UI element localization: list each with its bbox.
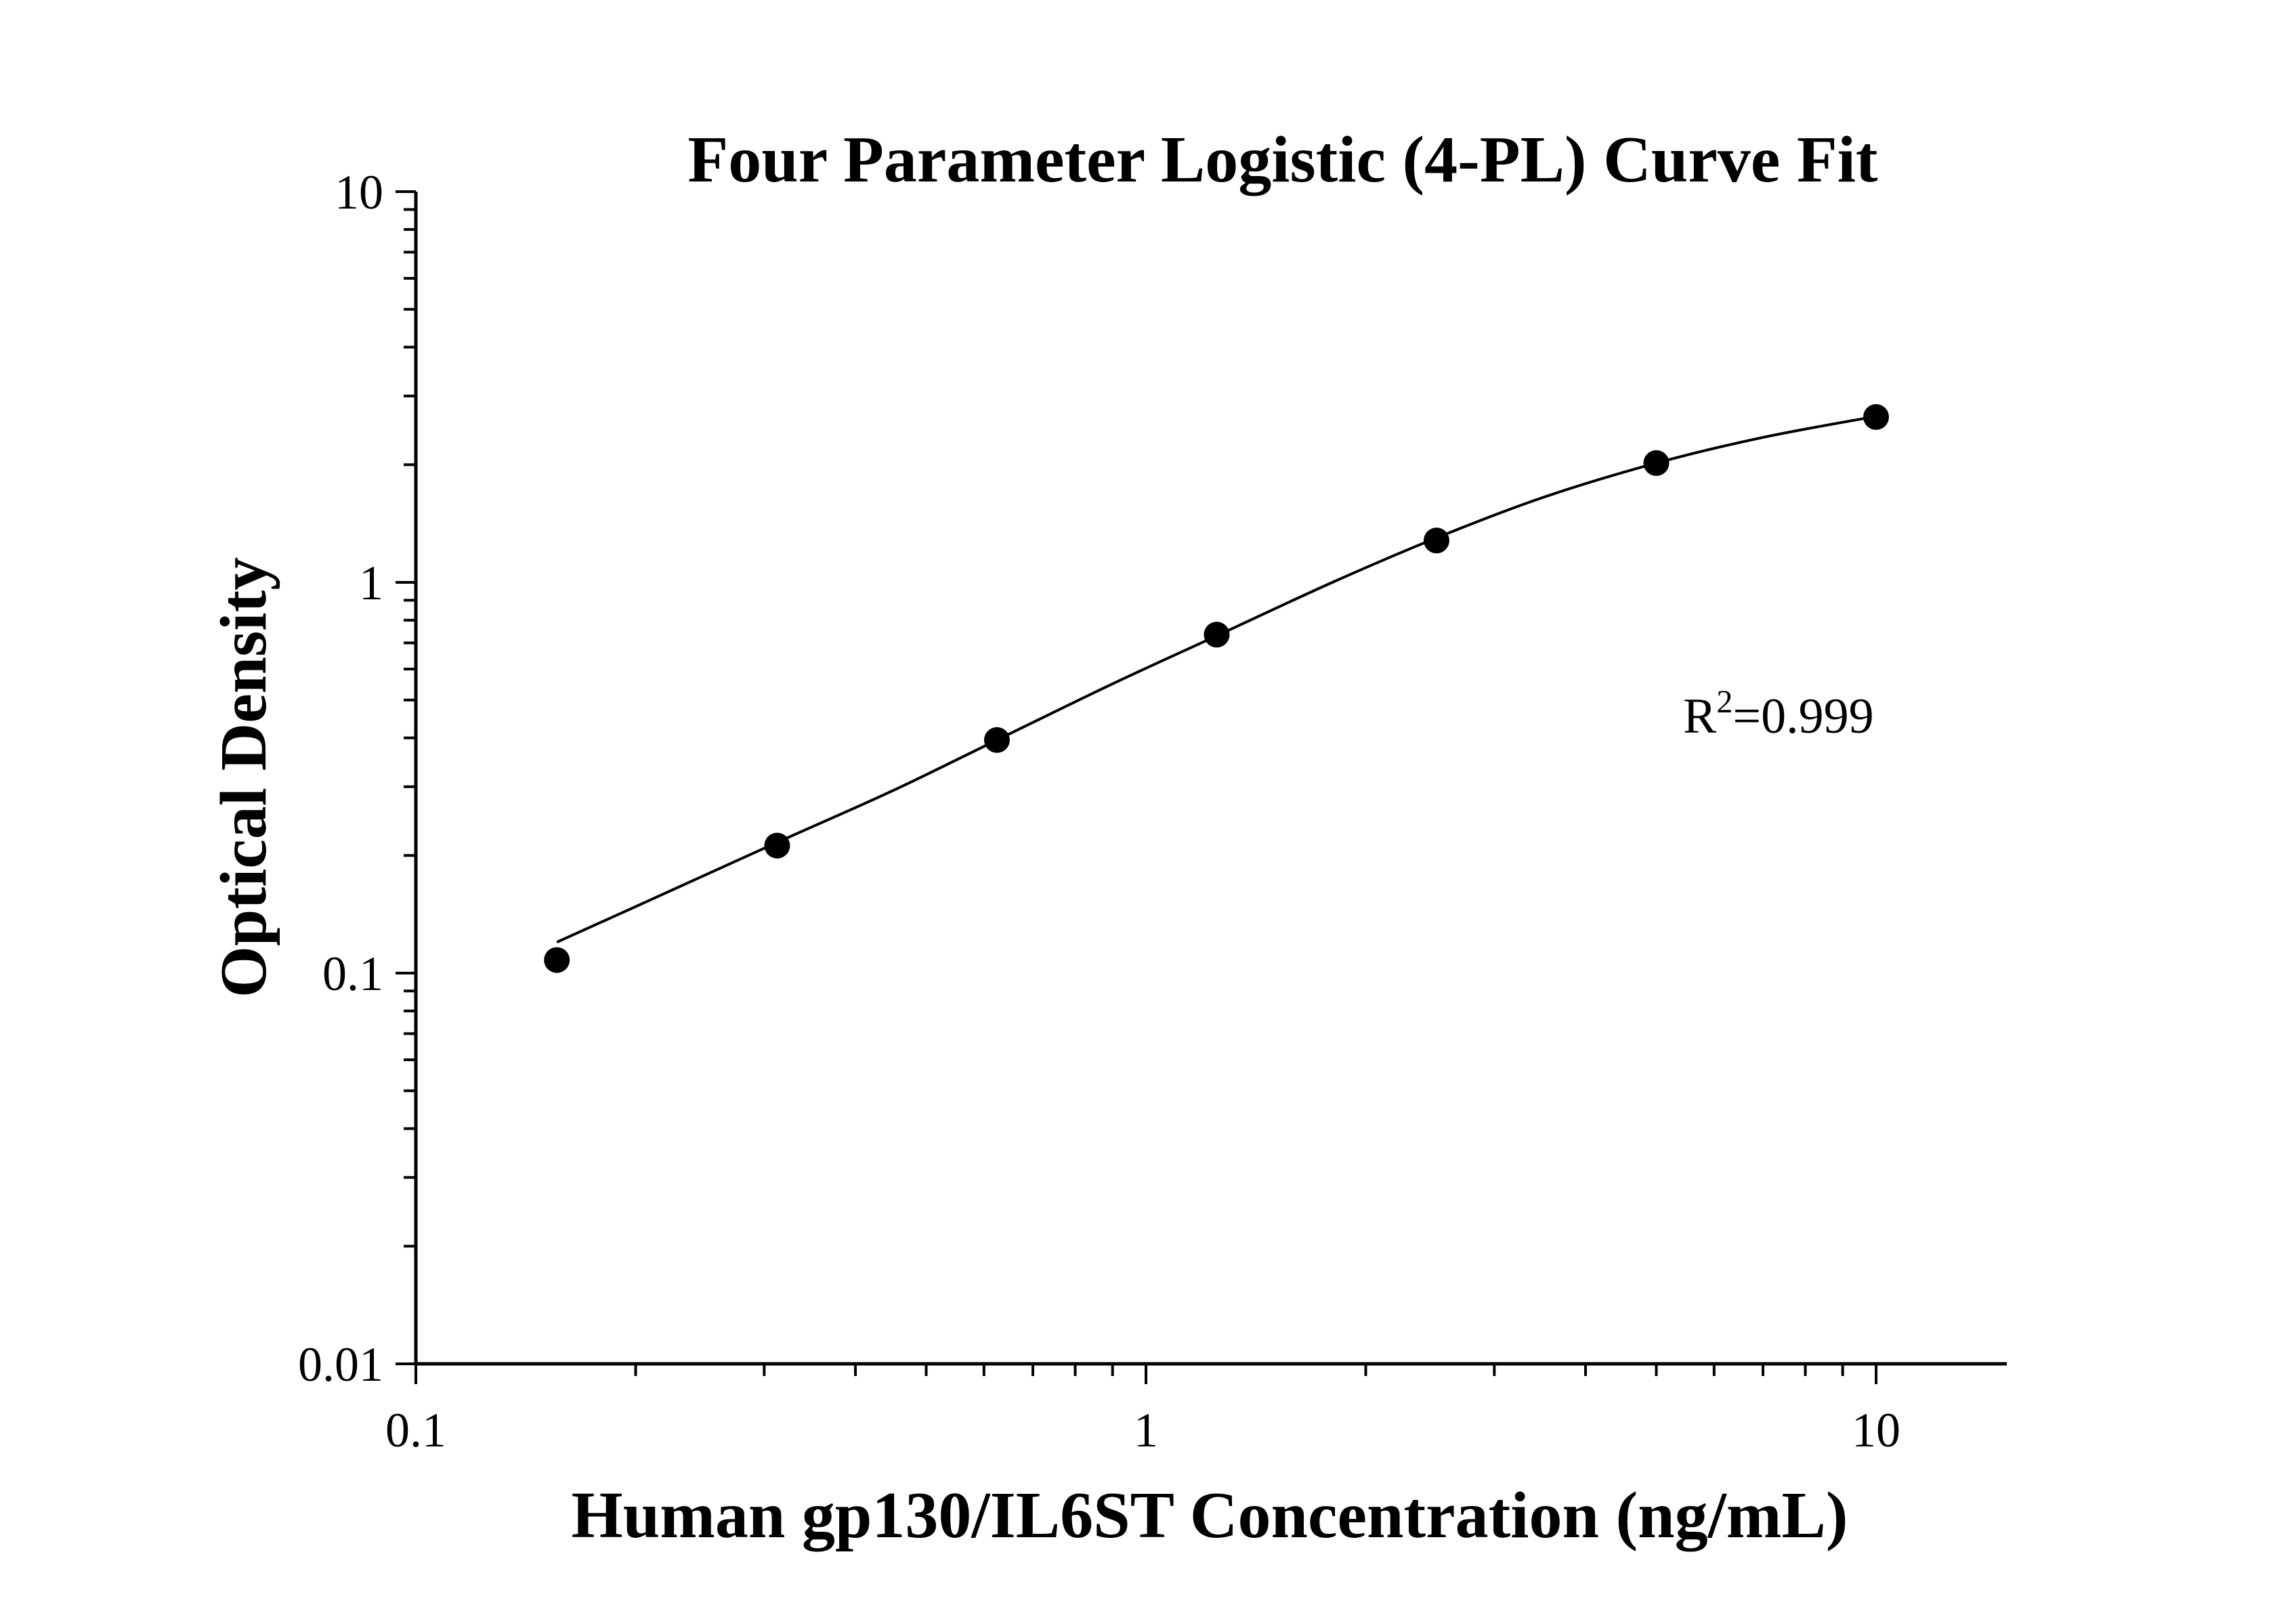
y-tick-label: 0.1 [322,947,383,1001]
data-point [1204,622,1230,648]
chart-title: Four Parameter Logistic (4-PL) Curve Fit [687,123,1878,196]
y-tick-label: 1 [359,556,383,610]
x-tick-label: 0.1 [385,1403,446,1457]
data-point [1863,404,1889,430]
data-points-layer [544,404,1889,973]
data-point [1423,528,1449,554]
r-squared-superscript: 2 [1716,684,1732,720]
x-tick-label: 1 [1134,1403,1158,1457]
data-point [544,947,570,973]
r-squared-annotation: R2=0.999 [1683,684,1874,744]
r-squared-base: R [1683,689,1717,744]
x-axis-title: Human gp130/IL6ST Concentration (ng/mL) [572,1479,1848,1552]
x-tick-label: 10 [1852,1403,1900,1457]
fit-curve-layer [556,414,1877,944]
y-tick-label: 0.01 [298,1337,383,1392]
y-axis-title: Optical Density [207,557,280,998]
fit-curve-line [556,414,1877,944]
y-tick-label: 10 [335,165,383,219]
data-point [764,832,790,859]
data-point [983,727,1010,753]
data-point [1643,450,1670,476]
r-squared-value: =0.999 [1732,689,1873,744]
